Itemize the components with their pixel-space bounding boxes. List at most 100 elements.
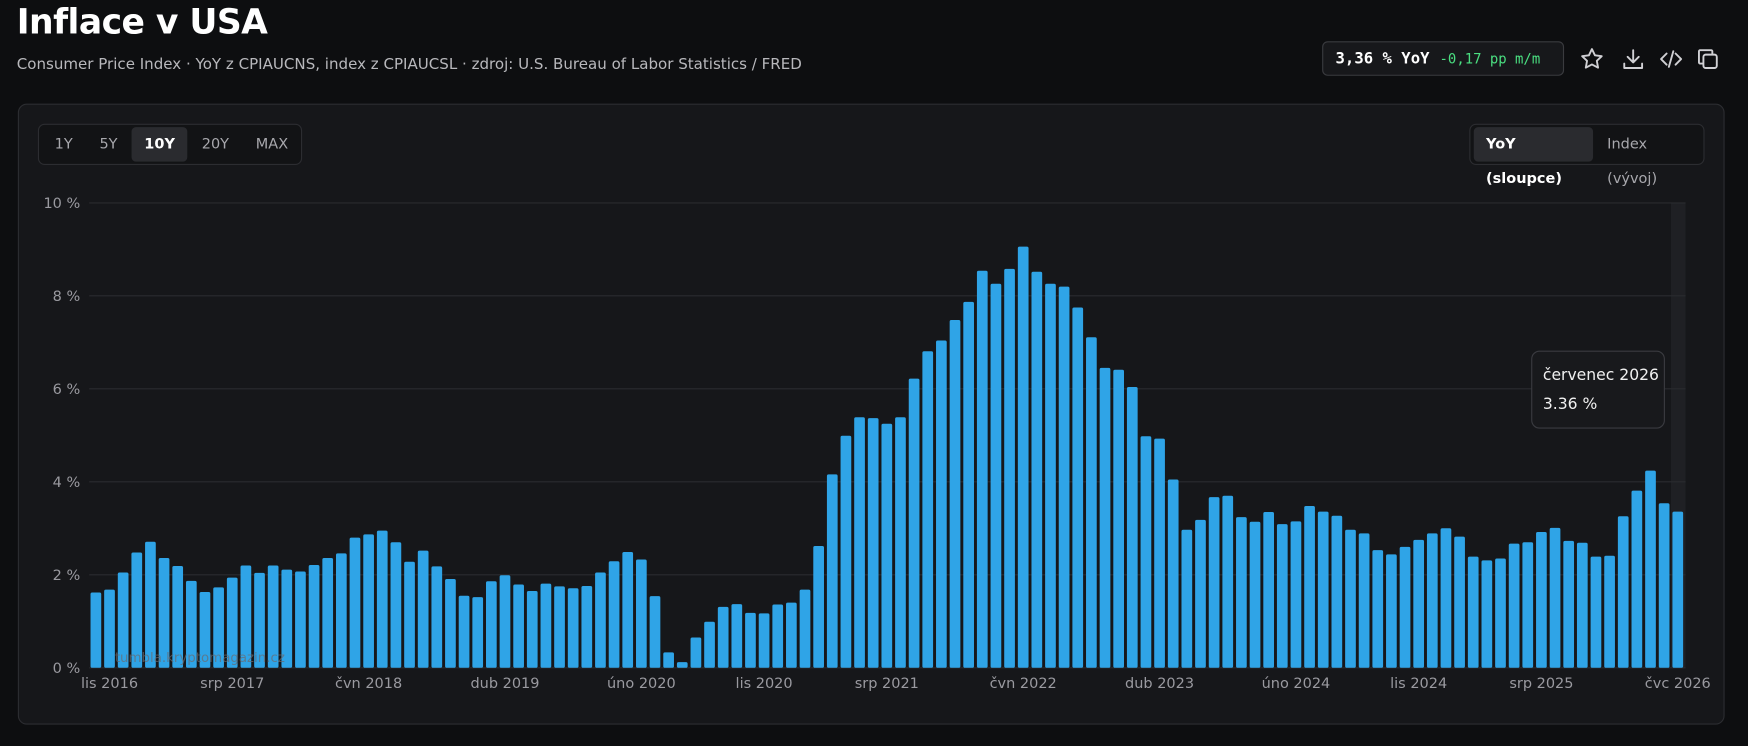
bar [1481, 560, 1493, 668]
page-title: Inflace v USA [16, 2, 268, 43]
toggle-button[interactable]: MAX [255, 136, 289, 153]
bar [717, 606, 729, 668]
bar [1617, 516, 1629, 668]
bar [1045, 283, 1056, 668]
bar [458, 595, 470, 668]
bar [1304, 505, 1315, 668]
x-tick-label: dub 2019 [470, 676, 539, 692]
bar [1576, 542, 1588, 668]
bar [349, 537, 361, 668]
bar [1290, 521, 1302, 668]
bar [390, 542, 402, 668]
x-tick-label: čvn 2018 [335, 676, 402, 692]
y-tick-label: 2 % [53, 568, 81, 584]
bar [1236, 517, 1247, 668]
tooltip: červenec 2026 3.36 % [1531, 350, 1665, 429]
bar [1522, 542, 1534, 668]
x-tick-label: úno 2024 [1262, 676, 1331, 692]
bar [581, 585, 593, 668]
bar [1004, 268, 1015, 668]
bar [595, 572, 606, 668]
bar [1072, 307, 1084, 668]
bar [731, 604, 743, 668]
x-tick-label: lis 2020 [736, 676, 793, 692]
toggle-button[interactable]: Index (vývoj) [1607, 136, 1658, 188]
bar [1386, 554, 1397, 668]
x-tick-label: úno 2020 [607, 676, 676, 692]
bar [281, 569, 293, 668]
bar [431, 566, 443, 668]
bar [1331, 515, 1343, 668]
bar [704, 621, 715, 668]
bar [1549, 527, 1561, 668]
bar [949, 320, 961, 668]
bar [404, 561, 415, 668]
bar [472, 597, 484, 668]
bar [1563, 540, 1575, 668]
bar [1426, 533, 1438, 668]
bar [1113, 369, 1125, 668]
bar [963, 301, 974, 668]
bar [1017, 246, 1029, 668]
bar [485, 581, 497, 668]
bar [936, 340, 947, 668]
bar [1440, 528, 1452, 668]
bar [636, 559, 647, 668]
bar [1672, 511, 1684, 668]
bar [867, 418, 879, 668]
bar [1317, 511, 1329, 668]
badge-mom: -0,17 pp m/m [1439, 50, 1541, 67]
bar [1658, 503, 1670, 668]
bar [1495, 558, 1506, 668]
bar [990, 283, 1002, 668]
toggle-button[interactable]: 10Y [132, 127, 188, 162]
x-tick-label: srp 2021 [855, 676, 919, 692]
x-tick-label: čvn 2022 [990, 676, 1057, 692]
bar [649, 596, 661, 668]
bar [363, 534, 374, 668]
bar [1372, 550, 1384, 668]
bar [158, 558, 170, 668]
bar [145, 541, 156, 668]
star-icon[interactable] [1579, 46, 1606, 73]
toggle-button[interactable]: 1Y [54, 136, 73, 153]
x-tick-label: dub 2023 [1125, 676, 1194, 692]
toggle-button[interactable]: YoY (sloupce) [1473, 127, 1593, 187]
bar [526, 591, 538, 668]
bar [1345, 529, 1356, 668]
toggle-button[interactable]: 5Y [99, 136, 118, 153]
x-tick-label: lis 2024 [1390, 676, 1447, 692]
download-icon[interactable] [1620, 46, 1647, 73]
bar [813, 545, 824, 668]
bar [663, 652, 674, 668]
y-tick-label: 4 % [53, 475, 81, 491]
bar [240, 565, 252, 668]
bar [854, 417, 865, 668]
bar [1263, 512, 1275, 668]
bar [690, 637, 702, 668]
bar [1058, 286, 1070, 668]
bar [922, 351, 934, 668]
bar [1249, 521, 1261, 668]
y-tick-label: 0 % [53, 661, 81, 677]
bar [567, 588, 579, 668]
bar [213, 587, 224, 668]
bar [1454, 536, 1465, 668]
bar [1413, 539, 1425, 668]
copy-icon[interactable] [1694, 46, 1721, 73]
bar [908, 378, 920, 668]
bar [1536, 532, 1547, 668]
bar [322, 558, 334, 668]
bar [622, 552, 634, 668]
bar [772, 604, 784, 668]
bar [676, 662, 688, 668]
embed-icon[interactable] [1658, 46, 1685, 73]
y-tick-label: 10 % [43, 196, 80, 212]
bar [1358, 533, 1370, 668]
bar [554, 586, 565, 668]
toggle-button[interactable]: 20Y [201, 136, 230, 153]
bar [1140, 436, 1152, 668]
bar [1631, 490, 1643, 668]
